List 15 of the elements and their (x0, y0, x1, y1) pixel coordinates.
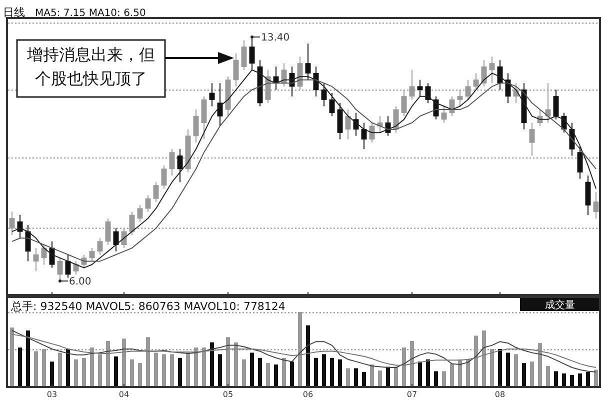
annotation: 6.00 (69, 276, 92, 288)
x-tick-label: 06 (302, 390, 314, 399)
chart-title: 日线 (3, 6, 25, 19)
text: 成交量 (545, 299, 575, 311)
x-tick-label: 04 (118, 390, 130, 399)
value-label: 6.00 (58, 276, 92, 288)
annotation: 增持消息出来，但个股也快见顶了 (26, 44, 156, 90)
chart-title: 总手: 932540 MAVOL5: 860763 MAVOL10: 778124 (10, 300, 286, 313)
chart-subtitle: MA5: 7.15 MA10: 6.50 (35, 8, 146, 19)
x-tick-label: 05 (222, 390, 234, 399)
x-tick-label: 03 (46, 390, 58, 399)
annotation: 13.40 (261, 32, 290, 44)
x-tick-label: 07 (406, 390, 418, 399)
x-tick-label: 08 (494, 390, 506, 399)
value-label: 13.40 (250, 32, 290, 44)
